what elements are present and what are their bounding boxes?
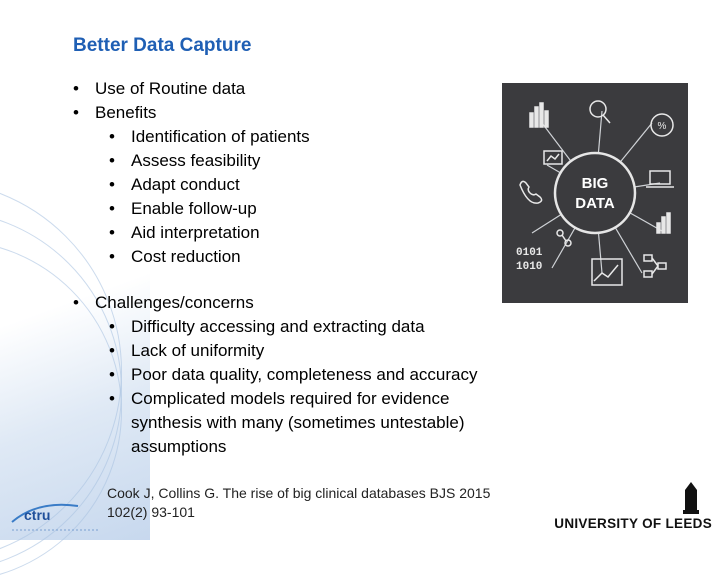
big-data-label-2: DATA [575,195,615,212]
bullet-challenges: Challenges/concerns Difficulty accessing… [73,291,553,459]
big-data-label-1: BIG [582,175,609,192]
university-logo: UNIVERSITY OF LEEDS [552,480,712,535]
trend-icon [591,258,623,286]
svg-text:ctru: ctru [24,507,50,523]
citation: Cook J, Collins G. The rise of big clini… [107,485,491,520]
sub-bullet: Aid interpretation [109,221,553,245]
big-data-circle [553,151,637,235]
column-chart-icon [656,212,671,234]
big-data-illustration: BIG DATA % [502,83,688,303]
bullet-list: Use of Routine data Benefits Identificat… [73,77,553,459]
sub-bullet: Difficulty accessing and extracting data [109,315,553,339]
flowchart-icon [643,254,667,278]
nodes-icon [556,229,572,247]
svg-text:%: % [658,121,667,132]
binary-icon: 0101 1010 [516,247,543,273]
ctru-logo: ctru [8,496,108,536]
sub-bullet: Cost reduction [109,245,553,269]
slide-title: Better Data Capture [73,35,252,56]
percent-icon: % [650,113,674,137]
sub-bullet-long: Complicated models required for evidence… [109,387,553,459]
tower-icon [683,482,699,514]
svg-text:1010: 1010 [516,261,542,273]
phone-icon [519,180,543,204]
sub-bullet: Lack of uniformity [109,339,553,363]
university-name: UNIVERSITY OF LEEDS [554,516,712,531]
sub-bullet: Poor data quality, completeness and accu… [109,363,553,387]
bar-chart-icon [529,102,549,128]
sub-bullet: Adapt conduct [109,173,553,197]
svg-text:0101: 0101 [516,247,543,259]
bullet-benefits: Benefits Identification of patients Asse… [73,101,553,269]
bullet-routine-data: Use of Routine data [73,77,553,101]
sub-bullet: Identification of patients [109,125,553,149]
presentation-icon [543,150,563,165]
sub-bullet: Assess feasibility [109,149,553,173]
laptop-icon [646,170,674,188]
sub-bullet: Enable follow-up [109,197,553,221]
magnifier-icon [589,100,611,124]
